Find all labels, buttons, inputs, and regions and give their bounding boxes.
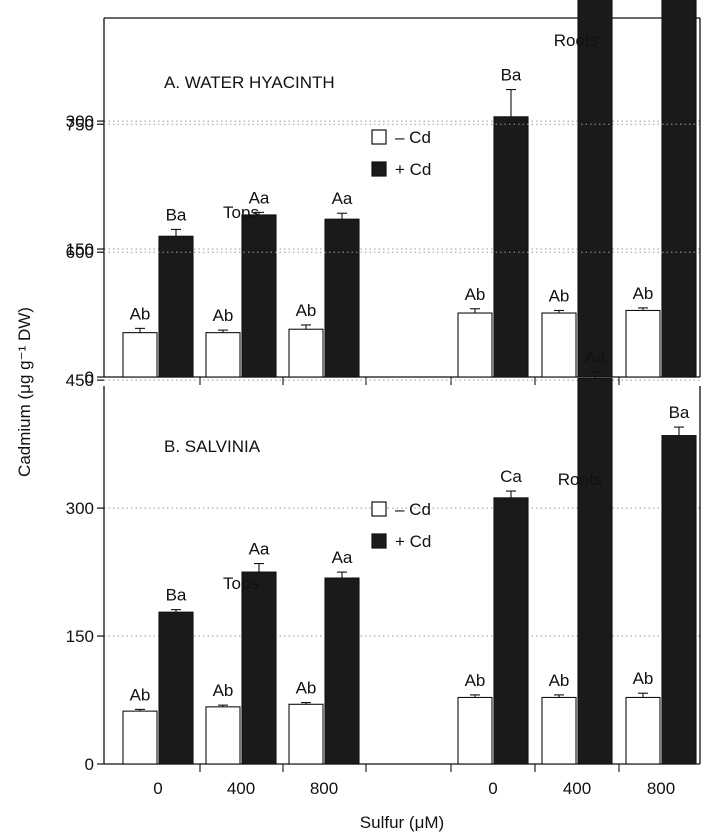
y-tick-label: 750 — [66, 115, 94, 134]
significance-label: Ab — [465, 285, 486, 304]
significance-label: Ab — [633, 284, 654, 303]
y-tick-label: 150 — [66, 240, 94, 259]
significance-label: Aa — [332, 189, 353, 208]
bar — [205, 332, 241, 378]
significance-label: Ba — [166, 586, 187, 605]
significance-label: Aa — [249, 540, 270, 559]
bar — [205, 706, 241, 765]
panel-a — [97, 0, 701, 385]
y-tick-label: 0 — [85, 368, 94, 387]
tops-label: Tops — [223, 574, 259, 593]
significance-label: Ab — [213, 306, 234, 325]
significance-label: Aa — [332, 548, 353, 567]
legend-swatch — [371, 533, 387, 549]
legend-label: – Cd — [395, 500, 431, 519]
bar — [122, 710, 158, 765]
x-axis-title: Sulfur (μM) — [360, 813, 444, 832]
bar — [493, 497, 529, 765]
x-tick-label: 0 — [488, 779, 497, 798]
y-tick-label: 600 — [66, 243, 94, 262]
x-tick-label: 400 — [227, 779, 255, 798]
x-tick-label: 800 — [310, 779, 338, 798]
bar — [493, 116, 529, 378]
bar — [625, 696, 661, 765]
legend-swatch — [371, 501, 387, 517]
bar — [288, 703, 324, 765]
y-tick-label: 300 — [66, 112, 94, 131]
significance-label: Ba — [501, 66, 522, 85]
significance-label: Ba — [166, 205, 187, 224]
significance-label: Ab — [633, 669, 654, 688]
bar — [288, 328, 324, 378]
bar — [625, 309, 661, 378]
significance-label: Ca — [500, 467, 522, 486]
bar — [541, 696, 577, 765]
significance-label: Aa — [249, 188, 270, 207]
y-tick-label: 150 — [66, 627, 94, 646]
bar — [158, 235, 194, 378]
significance-label: Ab — [296, 301, 317, 320]
y-axis-title: Cadmium (μg g⁻¹ DW) — [15, 307, 34, 477]
significance-label: Ab — [130, 685, 151, 704]
tops-label: Tops — [223, 203, 259, 222]
bar — [577, 377, 613, 765]
bar — [324, 577, 360, 765]
bar — [457, 696, 493, 765]
x-tick-label: 0 — [153, 779, 162, 798]
legend-label: + Cd — [395, 160, 431, 179]
x-tick-label: 400 — [563, 779, 591, 798]
legend-label: – Cd — [395, 128, 431, 147]
significance-label: Ab — [549, 286, 570, 305]
bar — [158, 611, 194, 765]
roots-label: Roots — [554, 31, 598, 50]
bar — [324, 218, 360, 378]
bar — [241, 214, 277, 378]
x-tick-label: 800 — [647, 779, 675, 798]
bar — [457, 312, 493, 378]
bar — [241, 571, 277, 765]
significance-label: Ba — [669, 403, 690, 422]
roots-label: Roots — [558, 470, 602, 489]
y-tick-label: 0 — [85, 755, 94, 774]
panel-title: B. SALVINIA — [164, 437, 261, 456]
y-tick-label: 300 — [66, 499, 94, 518]
bar — [122, 332, 158, 378]
significance-label: Ab — [549, 671, 570, 690]
significance-label: Ab — [296, 679, 317, 698]
significance-label: Ab — [465, 671, 486, 690]
panel-title: A. WATER HYACINTH — [164, 73, 335, 92]
legend-swatch — [371, 161, 387, 177]
bar — [661, 0, 697, 378]
bar — [541, 312, 577, 378]
y-tick-label: 450 — [66, 0, 94, 3]
bar — [661, 435, 697, 765]
legend-swatch — [371, 129, 387, 145]
y-tick-label: 450 — [66, 371, 94, 390]
significance-label: Aa — [585, 348, 606, 367]
legend-label: + Cd — [395, 532, 431, 551]
significance-label: Ab — [213, 681, 234, 700]
panel-b — [97, 123, 701, 772]
bar — [577, 0, 613, 378]
significance-label: Ab — [130, 304, 151, 323]
